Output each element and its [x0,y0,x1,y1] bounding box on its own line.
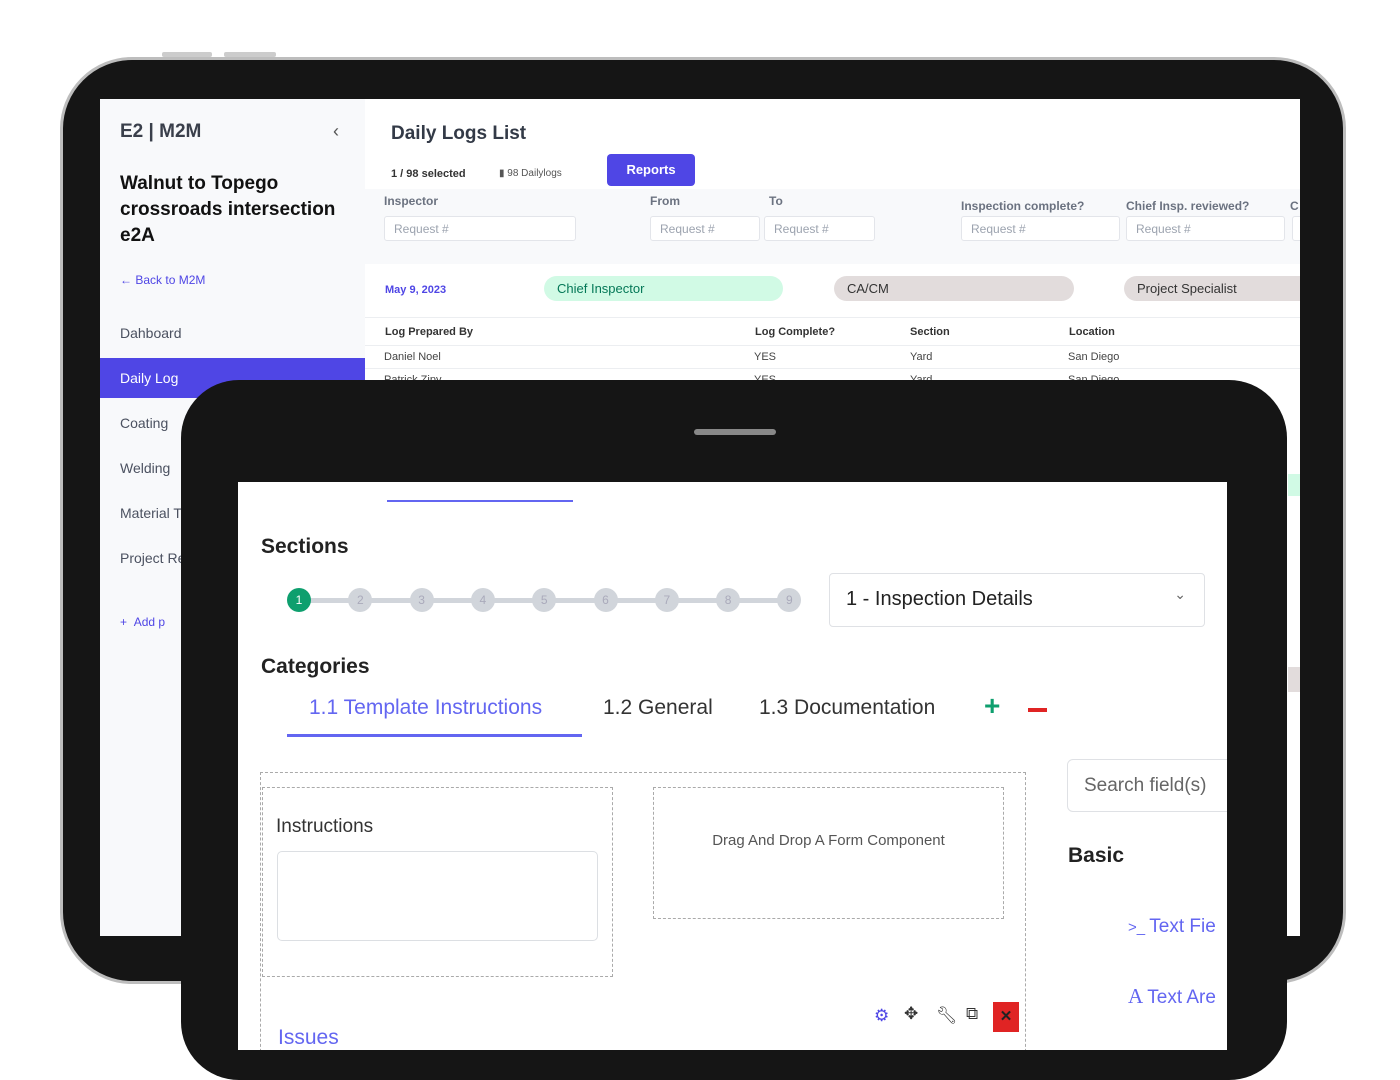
add-link[interactable]: + Add p [120,615,166,629]
device-button [224,52,276,57]
device-grip [694,429,776,435]
sections-title: Sections [261,535,349,558]
form-canvas [260,772,1026,1050]
section-step[interactable]: 6 [593,588,618,612]
section-step[interactable]: 3 [409,588,434,612]
search-fields-input[interactable]: Search field(s) [1067,759,1227,812]
reports-button[interactable]: Reports [607,154,695,186]
role-pill[interactable]: Chief Inspector [544,276,783,301]
collapse-chevron-icon[interactable]: ‹ [333,121,339,141]
status-cell [1288,667,1300,692]
nav-dashboard[interactable]: Dahboard [120,325,182,341]
cell: Daniel Noel [384,351,441,363]
device-button [162,52,212,57]
plus-icon: + [120,615,134,629]
cell: YES [754,351,777,363]
filter-label: Chief Insp. reviewed? [1126,199,1250,213]
categories-title: Categories [261,655,370,678]
filter-label: Inspector [384,194,439,208]
filter-label: To [769,194,783,208]
nav-material[interactable]: Material T [120,505,182,521]
section-select-value: 1 - Inspection Details [846,588,1033,610]
add-category-icon[interactable]: + [984,690,1001,721]
cell: Yard [910,351,933,363]
chevron-down-icon: ⌄ [1174,586,1186,602]
top-tab-indicator [387,500,573,502]
logo: E2 | M2M [120,121,202,142]
nav-coating[interactable]: Coating [120,415,169,431]
tab-general[interactable]: 1.2 General [603,696,713,719]
dropzone-text: Drag And Drop A Form Component [712,832,945,849]
nav-welding[interactable]: Welding [120,460,171,476]
log-date: May 9, 2023 [385,284,447,296]
move-icon[interactable]: ✥ [904,1004,919,1023]
copy-icon[interactable]: ⧉ [966,1004,979,1023]
document-icon: ▮ [499,168,508,179]
divider [365,317,1300,318]
terminal-icon: >_ [1128,919,1150,936]
component-text-area[interactable]: A Text Are [1128,984,1216,1008]
inspector-input[interactable]: Request # [384,216,576,241]
page-title: Daily Logs List [391,123,527,144]
section-step[interactable]: 2 [348,588,373,612]
active-tab-indicator [287,734,582,737]
instructions-label: Instructions [276,816,374,837]
dropzone[interactable]: Drag And Drop A Form Component [653,787,1004,919]
chief-reviewed-input[interactable]: Request # [1126,216,1285,241]
wrench-icon[interactable]: 🔧︎ [936,1006,958,1025]
nav-project[interactable]: Project Re [120,550,186,566]
arrow-left-icon: ← [120,273,136,287]
tab-template-instructions[interactable]: 1.1 Template Instructions [309,696,543,719]
column-header: Section [910,326,950,338]
front-tablet-screen: Sections 1 2 3 4 5 6 7 8 9 1 - Inspection Detail… [238,482,1227,1050]
role-pill[interactable]: Project Specialist [1124,276,1300,301]
filter-input[interactable]: R [1292,216,1300,241]
status-cell [1288,474,1300,496]
instructions-textarea[interactable] [277,851,598,941]
filter-label: Inspection complete? [961,199,1085,213]
issues-label: Issues [278,1026,339,1049]
basic-title: Basic [1068,844,1125,867]
delete-icon[interactable]: ✕ [993,1002,1019,1032]
tab-documentation[interactable]: 1.3 Documentation [759,696,936,719]
filter-label: C [1290,199,1299,213]
column-header: Log Complete? [755,326,836,338]
role-pill[interactable]: CA/CM [834,276,1074,301]
table-row[interactable]: Daniel Noel YES Yard San Diego [365,346,1300,368]
filters-bar: Inspector Request # From Request # To Re… [365,189,1300,264]
gear-icon[interactable]: ⚙ [874,1006,890,1025]
divider [365,368,1300,369]
filter-label: From [650,194,680,208]
project-title: Walnut to Topego crossroads intersection… [120,173,336,246]
back-link[interactable]: ← Back to M2M [120,273,206,287]
section-select[interactable]: 1 - Inspection Details ⌄ [829,573,1205,627]
section-step[interactable]: 7 [654,588,679,612]
from-input[interactable]: Request # [650,216,760,241]
inspection-complete-input[interactable]: Request # [961,216,1120,241]
column-header: Location [1069,326,1115,338]
instructions-panel [262,787,613,977]
section-step[interactable]: 1 [287,588,311,612]
section-step[interactable]: 4 [470,588,495,612]
selected-count: 1 / 98 selected [391,168,466,180]
to-input[interactable]: Request # [764,216,875,241]
column-header: Log Prepared By [385,326,474,338]
divider [365,345,1300,346]
section-step[interactable]: 8 [716,588,741,612]
font-icon: A [1128,984,1148,1008]
cell: San Diego [1068,351,1120,363]
section-step[interactable]: 9 [777,588,802,612]
section-step[interactable]: 5 [532,588,557,612]
dailylogs-count: ▮ 98 Dailylogs [499,168,562,179]
remove-category-icon[interactable] [1028,708,1047,712]
component-text-field[interactable]: >_ Text Fie [1128,916,1216,937]
